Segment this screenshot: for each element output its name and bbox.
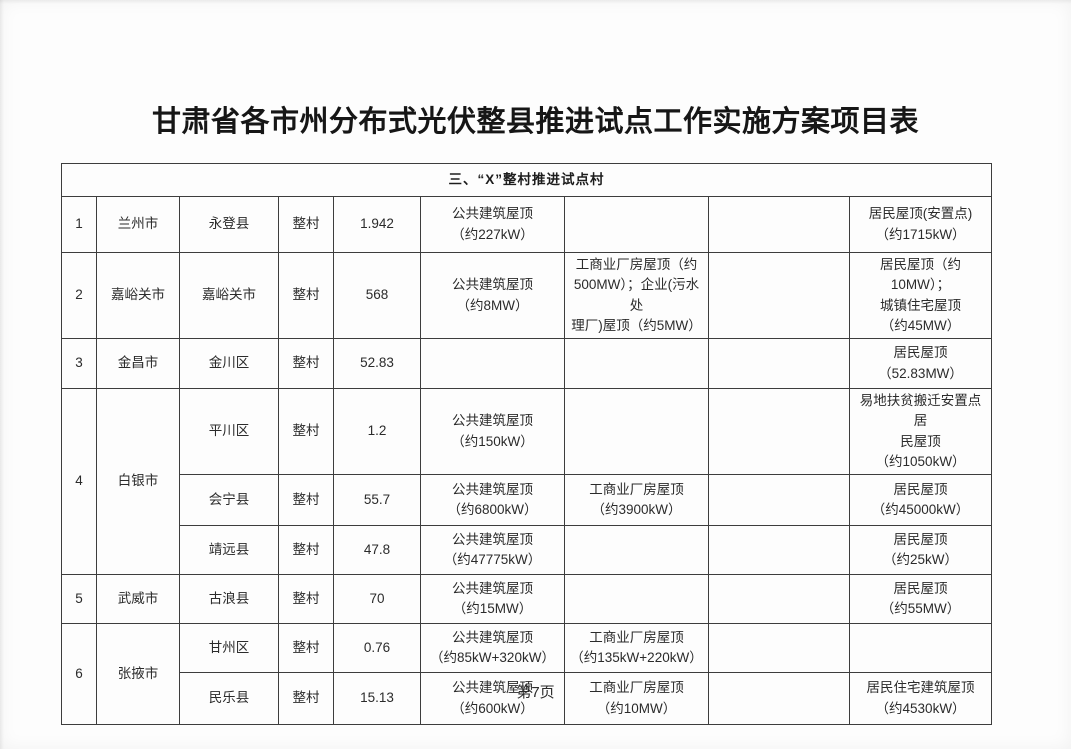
cell-other [708, 623, 850, 673]
table-row: 4 白银市 平川区 整村 1.2 公共建筑屋顶 （约150kW） 易地扶贫搬迁安… [61, 388, 993, 575]
cell-value: 568 [333, 252, 421, 339]
cell-type: 整村 [278, 474, 334, 526]
cell-industrial-roof: 工商业厂房屋顶 （约10MW） [564, 672, 709, 725]
cell-public-roof: 公共建筑屋顶 （约47775kW） [420, 525, 565, 575]
cell-residential-roof: 居民屋顶(安置点) （约1715kW） [848, 196, 993, 253]
cell-value: 1.2 [333, 388, 421, 475]
cell-residential-roof: 居民屋顶 （约55MW） [848, 574, 993, 624]
cell-county: 嘉峪关市 [179, 252, 279, 339]
table-row: 会宁县 整村 55.7 公共建筑屋顶 （约6800kW） 工商业厂房屋顶 （约3… [62, 474, 993, 526]
cell-public-roof: 公共建筑屋顶 （约15MW） [420, 574, 565, 624]
cell-type: 整村 [278, 623, 334, 673]
table-row: 1 兰州市 永登县 整村 1.942 公共建筑屋顶 （约227kW） 居民屋顶(… [61, 196, 993, 253]
table-row: 靖远县 整村 47.8 公共建筑屋顶 （约47775kW） 居民屋顶 （约25k… [62, 525, 993, 575]
cell-county: 靖远县 [179, 525, 279, 575]
table-row: 2 嘉峪关市 嘉峪关市 整村 568 公共建筑屋顶 （约8MW） 工商业厂房屋顶… [61, 252, 993, 339]
cell-residential-roof: 居民住宅建筑屋顶 （约4530kW） [848, 672, 993, 725]
cell-industrial-roof [564, 338, 709, 389]
cell-other [708, 388, 850, 475]
cell-county: 永登县 [179, 196, 279, 253]
cell-industrial-roof: 工商业厂房屋顶 （约135kW+220kW） [564, 623, 709, 673]
cell-no: 3 [61, 338, 97, 389]
cell-type: 整村 [278, 338, 334, 389]
cell-public-roof: 公共建筑屋顶 （约600kW） [420, 672, 565, 725]
cell-other [708, 474, 850, 526]
cell-type: 整村 [278, 196, 334, 253]
cell-city: 嘉峪关市 [96, 252, 180, 339]
cell-county: 平川区 [179, 388, 279, 475]
cell-industrial-roof: 工商业厂房屋顶 （约3900kW） [564, 474, 709, 526]
cell-public-roof: 公共建筑屋顶 （约227kW） [420, 196, 565, 253]
cell-no: 5 [61, 574, 97, 624]
scan-edge-left [0, 0, 4, 749]
cell-other [708, 252, 850, 339]
cell-residential-roof [848, 623, 993, 673]
table-row: 6 张掖市 甘州区 整村 0.76 公共建筑屋顶 （约85kW+320kW） 工… [61, 623, 993, 725]
cell-value: 70 [333, 574, 421, 624]
cell-city: 金昌市 [96, 338, 180, 389]
cell-industrial-roof [564, 574, 709, 624]
cell-other [708, 672, 850, 725]
cell-other [708, 338, 850, 389]
cell-residential-roof: 居民屋顶（约10MW）； 城镇住宅屋顶 （约45MW） [848, 252, 993, 339]
cell-public-roof [420, 338, 565, 389]
page-number: 第7页 [516, 684, 555, 701]
cell-no: 1 [61, 196, 97, 253]
cell-other [708, 196, 850, 253]
cell-public-roof: 公共建筑屋顶 （约150kW） [420, 388, 565, 475]
table-row: 5 武威市 古浪县 整村 70 公共建筑屋顶 （约15MW） 居民屋顶 （约55… [61, 574, 993, 624]
table-row: 3 金昌市 金川区 整村 52.83 居民屋顶 （52.83MW） [61, 338, 993, 389]
project-table: 三、“X”整村推进试点村 1 兰州市 永登县 整村 1.942 公共建筑屋顶 （… [60, 163, 993, 725]
cell-public-roof: 公共建筑屋顶 （约6800kW） [420, 474, 565, 526]
cell-county: 金川区 [179, 338, 279, 389]
cell-industrial-roof [564, 525, 709, 575]
cell-residential-roof: 居民屋顶 （约25kW） [848, 525, 993, 575]
cell-type: 整村 [278, 252, 334, 339]
cell-city: 张掖市 [96, 623, 180, 725]
cell-public-roof: 公共建筑屋顶 （约8MW） [420, 252, 565, 339]
cell-residential-roof: 居民屋顶 （约45000kW） [848, 474, 993, 526]
cell-city: 武威市 [96, 574, 180, 624]
scan-edge-top [0, 0, 1071, 4]
cell-value: 52.83 [333, 338, 421, 389]
cell-no: 2 [61, 252, 97, 339]
cell-type: 整村 [278, 574, 334, 624]
cell-industrial-roof [564, 196, 709, 253]
cell-type: 整村 [278, 525, 334, 575]
cell-county: 民乐县 [179, 672, 279, 725]
cell-county: 会宁县 [179, 474, 279, 526]
cell-value: 55.7 [333, 474, 421, 526]
cell-other [708, 574, 850, 624]
cell-type: 整村 [278, 388, 334, 475]
section-header: 三、“X”整村推进试点村 [60, 163, 993, 197]
section-header-row: 三、“X”整村推进试点村 [60, 163, 993, 197]
cell-value: 15.13 [333, 672, 421, 725]
cell-city: 白银市 [96, 388, 180, 575]
cell-value: 1.942 [333, 196, 421, 253]
cell-industrial-roof: 工商业厂房屋顶（约 500MW）；企业(污水处 理厂)屋顶（约5MW） [564, 252, 709, 339]
cell-value: 47.8 [333, 525, 421, 575]
cell-other [708, 525, 850, 575]
cell-industrial-roof [564, 388, 709, 475]
cell-value: 0.76 [333, 623, 421, 673]
cell-no: 6 [61, 623, 97, 725]
page-title: 甘肃省各市州分布式光伏整县推进试点工作实施方案项目表 [151, 106, 919, 138]
cell-public-roof: 公共建筑屋顶 （约85kW+320kW） [420, 623, 565, 673]
table-row: 民乐县 整村 15.13 公共建筑屋顶 （约600kW） 工商业厂房屋顶 （约1… [62, 672, 993, 725]
cell-county: 古浪县 [179, 574, 279, 624]
cell-no: 4 [61, 388, 97, 575]
cell-county: 甘州区 [179, 623, 279, 673]
cell-city: 兰州市 [96, 196, 180, 253]
cell-residential-roof: 易地扶贫搬迁安置点居 民屋顶 （约1050kW） [848, 388, 993, 475]
cell-type: 整村 [278, 672, 334, 725]
cell-residential-roof: 居民屋顶 （52.83MW） [848, 338, 993, 389]
